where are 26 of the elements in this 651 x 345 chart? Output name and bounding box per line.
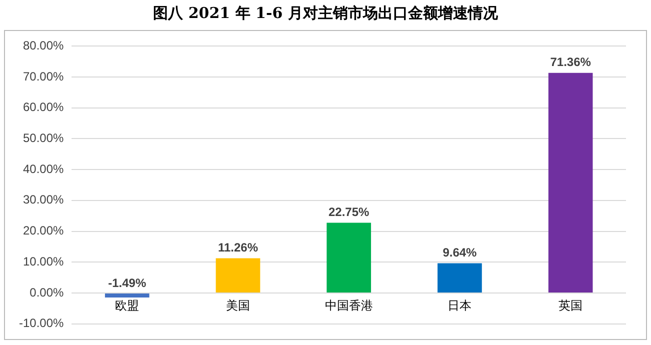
y-tick-label: 50.00% [22, 131, 64, 146]
y-tick-label: 30.00% [22, 192, 64, 207]
x-tick-label: 日本 [448, 298, 472, 312]
chart-title: 图八 2021 年 1-6 月对主销市场出口金额增速情况 [152, 4, 499, 23]
y-tick-label: 10.00% [22, 254, 64, 268]
y-tick-label: 0.00% [30, 285, 64, 300]
x-tick-label: 美国 [226, 298, 250, 312]
data-label: 22.75% [328, 205, 370, 220]
bar [438, 263, 482, 292]
data-label: -1.49% [108, 276, 146, 290]
data-label: 71.36% [550, 55, 592, 70]
x-tick-label: 中国香港 [324, 298, 373, 312]
y-tick-label: -10.00% [18, 316, 64, 330]
y-tick-label: 60.00% [22, 100, 64, 114]
x-tick-label: 英国 [558, 298, 583, 312]
y-tick-label: 20.00% [22, 224, 64, 238]
data-label: 9.64% [442, 246, 478, 260]
data-label: 11.26% [218, 240, 258, 255]
y-tick-label: 70.00% [22, 69, 64, 84]
bar [548, 72, 593, 292]
x-tick-label: 欧盟 [115, 298, 140, 312]
bar [326, 222, 372, 292]
y-tick-label: 40.00% [22, 162, 64, 176]
bar [216, 258, 260, 292]
y-tick-label: 80.00% [22, 38, 64, 53]
bar [104, 293, 150, 298]
